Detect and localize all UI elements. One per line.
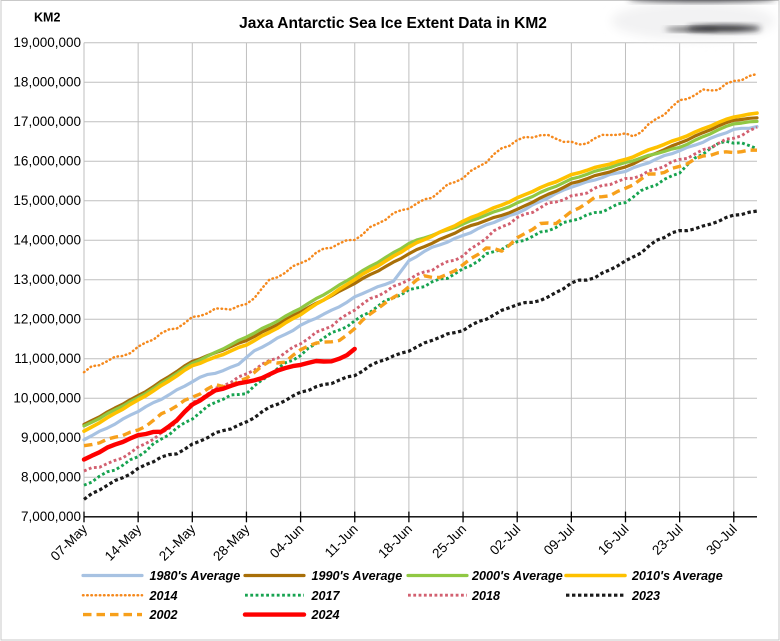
svg-text:2000's Average: 2000's Average (471, 569, 563, 583)
svg-text:2018: 2018 (471, 589, 500, 603)
svg-text:14,000,000: 14,000,000 (13, 233, 81, 248)
svg-text:18,000,000: 18,000,000 (13, 75, 81, 90)
svg-text:2017: 2017 (311, 589, 341, 603)
svg-text:2014: 2014 (149, 589, 178, 603)
svg-text:16,000,000: 16,000,000 (13, 154, 81, 169)
svg-text:8,000,000: 8,000,000 (21, 470, 81, 485)
svg-text:13,000,000: 13,000,000 (13, 272, 81, 287)
svg-text:2024: 2024 (311, 608, 340, 622)
svg-text:1990's Average: 1990's Average (312, 569, 403, 583)
svg-text:Jaxa Antarctic Sea Ice Extent: Jaxa Antarctic Sea Ice Extent Data in KM… (239, 15, 547, 32)
svg-text:9,000,000: 9,000,000 (21, 430, 81, 445)
svg-text:2002: 2002 (149, 608, 178, 622)
svg-text:2023: 2023 (631, 589, 660, 603)
svg-text:1980's Average: 1980's Average (150, 569, 241, 583)
svg-text:10,000,000: 10,000,000 (13, 391, 81, 406)
svg-text:15,000,000: 15,000,000 (13, 193, 81, 208)
svg-text:17,000,000: 17,000,000 (13, 114, 81, 129)
svg-text:2010's Average: 2010's Average (631, 569, 723, 583)
svg-text:7,000,000: 7,000,000 (21, 509, 81, 524)
svg-text:11,000,000: 11,000,000 (14, 351, 81, 366)
svg-text:19,000,000: 19,000,000 (13, 35, 81, 50)
svg-text:12,000,000: 12,000,000 (13, 312, 81, 327)
svg-text:KM2: KM2 (34, 11, 60, 25)
